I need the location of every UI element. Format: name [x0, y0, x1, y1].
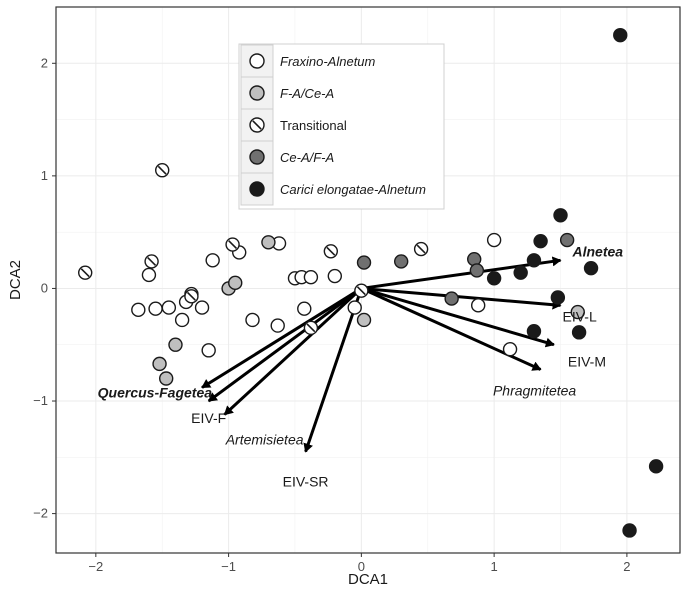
x-tick-label: −1 — [221, 559, 236, 574]
y-axis-ticks: −2 −1 0 1 2 — [33, 55, 56, 521]
vector-label: Alnetea — [572, 243, 624, 259]
data-point — [161, 300, 177, 315]
data-point — [303, 269, 319, 285]
legend-marker — [249, 149, 265, 165]
legend-marker-hatch — [252, 120, 262, 130]
data-point — [486, 232, 502, 248]
data-point — [622, 523, 637, 538]
data-point — [526, 253, 542, 268]
y-tick-label: 2 — [41, 55, 48, 70]
x-tick-label: 0 — [358, 559, 365, 574]
vector-arrow — [201, 287, 363, 389]
data-point-hatch — [416, 244, 426, 254]
data-point — [131, 302, 146, 318]
vector-arrow — [361, 256, 562, 290]
vector-label: Phragmitetea — [493, 382, 576, 398]
panel-border — [55, 6, 681, 554]
data-point — [570, 304, 585, 320]
vector-label: EIV-F — [191, 410, 226, 426]
data-point-hatch — [356, 286, 366, 296]
data-point — [583, 260, 599, 276]
data-point — [550, 290, 566, 305]
legend-marker — [249, 181, 265, 197]
data-point — [502, 342, 518, 357]
data-point-hatch — [306, 323, 316, 333]
data-point — [513, 265, 528, 280]
legend-marker — [249, 53, 265, 69]
data-point-hatch — [186, 291, 196, 301]
data-point — [327, 268, 343, 284]
y-tick-label: −2 — [33, 506, 48, 521]
data-points — [78, 27, 664, 538]
vector-label: EIV-L — [563, 308, 597, 324]
y-tick-label: 0 — [41, 280, 48, 295]
data-point — [559, 232, 575, 248]
data-point — [393, 254, 409, 269]
data-point — [571, 325, 587, 340]
data-point — [201, 343, 216, 358]
major-gridlines — [56, 7, 680, 553]
data-point-hatch — [147, 256, 157, 266]
data-point — [205, 253, 220, 268]
vector-arrow — [303, 287, 363, 453]
data-point — [444, 291, 459, 306]
legend-label: Transitional — [280, 118, 347, 133]
y-tick-label: −1 — [33, 393, 48, 408]
data-point — [533, 233, 548, 249]
data-point-hatch — [157, 165, 167, 175]
vector-label: EIV-M — [568, 354, 606, 370]
data-point — [168, 337, 183, 352]
data-point — [158, 371, 174, 386]
legend: Fraxino-Alnetum F-A/Ce-A Transitional Ce-A/… — [238, 43, 445, 210]
x-axis-ticks: −2 −1 0 1 2 — [88, 553, 631, 574]
data-point — [270, 318, 285, 333]
data-point — [174, 312, 190, 328]
data-point — [613, 27, 628, 43]
vector-arrow — [361, 286, 562, 310]
data-point — [486, 271, 502, 286]
x-axis-title: DCA1 — [348, 571, 388, 588]
x-tick-label: −2 — [88, 559, 103, 574]
legend-label: F-A/Ce-A — [280, 86, 334, 101]
data-point — [297, 301, 312, 316]
y-axis-title: DCA2 — [7, 260, 24, 300]
data-point — [141, 267, 157, 283]
data-point — [347, 300, 362, 315]
legend-marker — [249, 85, 265, 101]
x-tick-label: 1 — [491, 559, 498, 574]
data-point — [245, 312, 260, 328]
data-point — [228, 275, 243, 291]
data-point-hatch — [228, 240, 238, 250]
data-point-hatch — [80, 268, 90, 278]
data-point — [648, 459, 664, 474]
data-point — [470, 298, 486, 313]
vector-label: EIV-SR — [283, 474, 329, 490]
data-point — [261, 235, 276, 250]
data-point — [553, 208, 568, 223]
legend-label: Ce-A/F-A — [280, 150, 334, 165]
vector-arrows — [201, 256, 562, 453]
legend-label: Fraxino-Alnetum — [280, 54, 376, 69]
vector-label: Quercus-Fagetea — [98, 385, 213, 401]
data-point — [148, 301, 163, 316]
data-point — [152, 356, 167, 372]
legend-label: Carici elongatae-Alnetum — [280, 182, 426, 197]
vector-arrow — [360, 287, 555, 348]
y-tick-label: 1 — [41, 168, 48, 183]
x-tick-label: 2 — [623, 559, 630, 574]
data-point — [194, 300, 210, 315]
data-point — [356, 255, 372, 270]
data-point — [356, 312, 372, 328]
vector-arrow — [223, 287, 363, 416]
vector-arrow — [207, 287, 363, 403]
data-point — [469, 263, 485, 278]
vector-labels: Alnetea EIV-L EIV-M Phragmitetea Quercus-Fag… — [98, 243, 624, 489]
data-point — [526, 324, 542, 339]
vector-label: Artemisietea — [225, 432, 304, 448]
data-point-hatch — [326, 246, 336, 256]
